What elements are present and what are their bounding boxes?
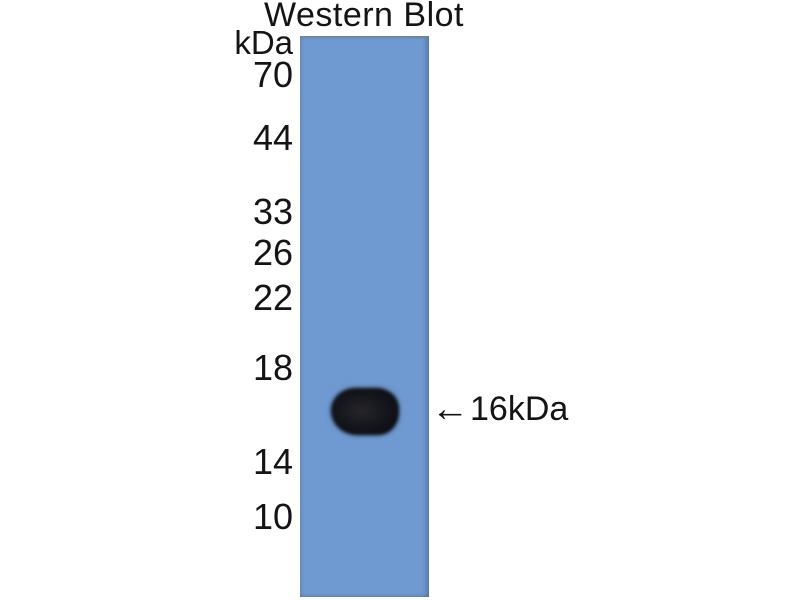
marker-label-44kda: 44 (252, 117, 293, 158)
kda-unit-label: kDa (234, 24, 293, 61)
marker-label-18kda: 18 (252, 347, 293, 388)
marker-label-14kda: 14 (252, 441, 293, 482)
marker-label-70kda: 70 (252, 54, 293, 95)
figure-title: Western Blot (263, 0, 464, 34)
marker-label-22kda: 22 (252, 277, 293, 318)
band-annotation-label: 16kDa (470, 390, 569, 428)
blot-lane (300, 36, 429, 597)
protein-band (331, 388, 399, 435)
left-arrow-icon: ← (431, 388, 469, 430)
marker-label-10kda: 10 (252, 496, 293, 537)
marker-label-33kda: 33 (252, 191, 293, 232)
marker-label-26kda: 26 (252, 232, 293, 273)
band-annotation: ← 16kDa (431, 389, 568, 429)
